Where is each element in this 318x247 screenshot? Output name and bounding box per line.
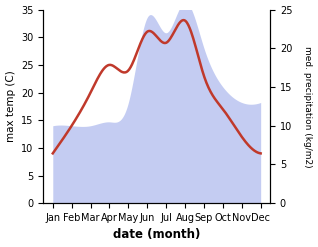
Y-axis label: med. precipitation (kg/m2): med. precipitation (kg/m2) xyxy=(303,45,313,167)
X-axis label: date (month): date (month) xyxy=(113,228,200,242)
Y-axis label: max temp (C): max temp (C) xyxy=(5,70,16,142)
